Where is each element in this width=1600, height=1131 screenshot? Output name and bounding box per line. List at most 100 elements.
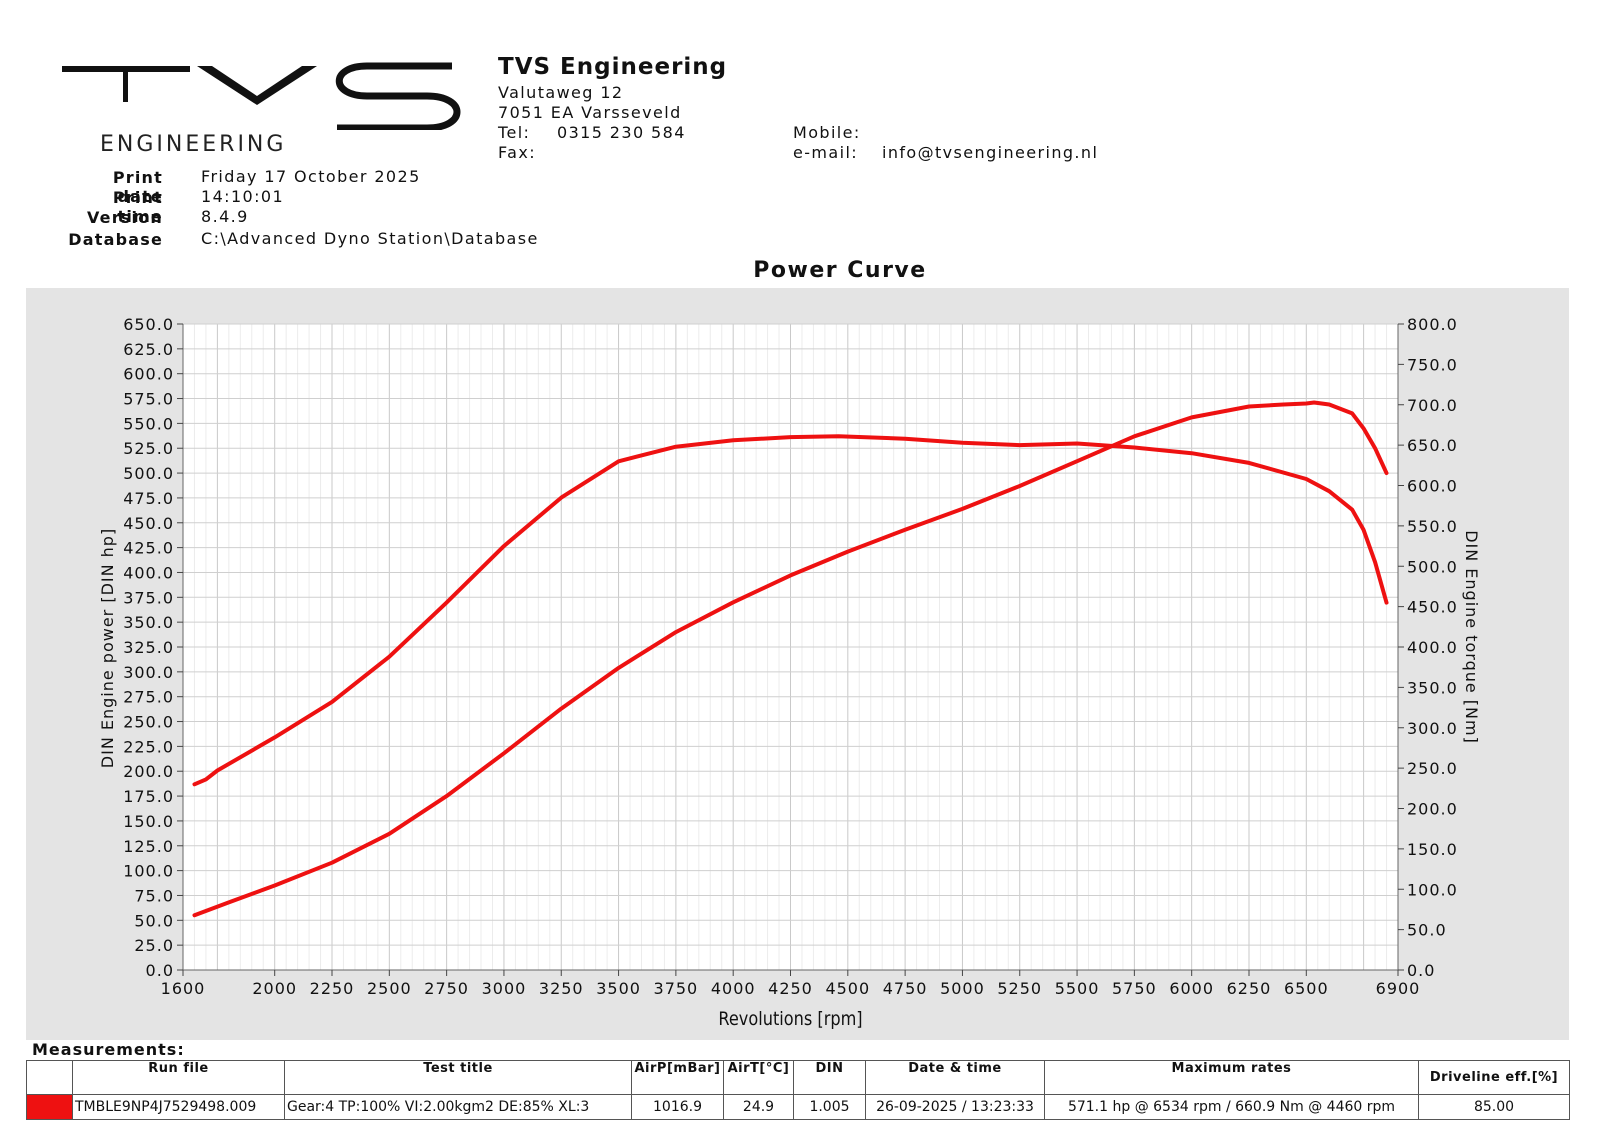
- y-tick-label: 175.0: [123, 787, 174, 806]
- table-row[interactable]: TMBLE9NP4J7529498.009 Gear:4 TP:100% VI:…: [26, 1094, 1570, 1120]
- airt-cell: 24.9: [723, 1094, 794, 1120]
- email-label: e-mail:: [793, 143, 859, 162]
- driveline-eff-cell: 85.00: [1418, 1094, 1570, 1120]
- col-test-title: Test title: [284, 1060, 632, 1095]
- col-date-time: Date & time: [865, 1060, 1045, 1095]
- x-tick-label: 6000: [1169, 979, 1214, 998]
- x-tick-label: 6250: [1227, 979, 1272, 998]
- y2-tick-label: 750.0: [1407, 355, 1458, 374]
- y-tick-label: 325.0: [123, 638, 174, 657]
- email-value[interactable]: info@tvsengineering.nl: [882, 143, 1099, 162]
- test-title-cell: Gear:4 TP:100% VI:2.00kgm2 DE:85% XL:3: [284, 1094, 632, 1120]
- y-tick-label: 575.0: [123, 390, 174, 409]
- col-airp: AirP[mBar]: [631, 1060, 724, 1095]
- version-value: 8.4.9: [201, 207, 249, 226]
- y-tick-label: 100.0: [123, 862, 174, 881]
- x-tick-label: 3250: [539, 979, 584, 998]
- y-tick-label: 125.0: [123, 837, 174, 856]
- y2-tick-label: 450.0: [1407, 598, 1458, 617]
- power-curve: [192, 400, 1389, 918]
- x-tick-label: 5000: [940, 979, 985, 998]
- y-tick-label: 525.0: [123, 439, 174, 458]
- din-cell: 1.005: [793, 1094, 866, 1120]
- max-rates-cell: 571.1 hp @ 6534 rpm / 660.9 Nm @ 4460 rp…: [1044, 1094, 1419, 1120]
- run-file-cell: TMBLE9NP4J7529498.009: [72, 1094, 285, 1120]
- y-tick-label: 600.0: [123, 365, 174, 384]
- print-date-value: Friday 17 October 2025: [201, 167, 421, 186]
- y-tick-label: 250.0: [123, 713, 174, 732]
- logo-subtitle: ENGINEERING: [100, 132, 287, 157]
- y-tick-label: 650.0: [123, 315, 174, 334]
- measurements-table: Run file Test title AirP[mBar] AirT[°C] …: [26, 1060, 1570, 1120]
- tel-label: Tel:: [498, 123, 531, 142]
- x-tick-label: 2000: [252, 979, 297, 998]
- y-tick-label: 450.0: [123, 514, 174, 533]
- col-max-rates: Maximum rates: [1044, 1060, 1419, 1095]
- x-tick-label: 3750: [654, 979, 699, 998]
- x-tick-label: 6500: [1284, 979, 1329, 998]
- version-label: Version: [86, 208, 163, 227]
- y-tick-label: 350.0: [123, 613, 174, 632]
- y2-tick-label: 550.0: [1407, 517, 1458, 536]
- y2-tick-label: 250.0: [1407, 759, 1458, 778]
- y2-tick-label: 150.0: [1407, 840, 1458, 859]
- tel-value: 0315 230 584: [557, 123, 686, 142]
- print-date-label: Print date: [112, 168, 163, 206]
- x-tick-label: 6900: [1376, 979, 1421, 998]
- y2-tick-label: 350.0: [1407, 678, 1458, 697]
- y-tick-label: 425.0: [123, 539, 174, 558]
- company-city: 7051 EA Varsseveld: [498, 103, 682, 122]
- y2-tick-label: 0.0: [1407, 961, 1435, 980]
- x-tick-label: 3500: [596, 979, 641, 998]
- y2-tick-label: 650.0: [1407, 436, 1458, 455]
- company-street: Valutaweg 12: [498, 83, 624, 102]
- fax-label: Fax:: [498, 143, 536, 162]
- airp-cell: 1016.9: [631, 1094, 724, 1120]
- x-tick-label: 2750: [424, 979, 469, 998]
- col-driveline-eff: Driveline eff.[%]: [1418, 1060, 1570, 1095]
- y-tick-label: 475.0: [123, 489, 174, 508]
- y2-tick-label: 200.0: [1407, 800, 1458, 819]
- x-tick-label: 1600: [161, 979, 206, 998]
- y-tick-label: 225.0: [123, 737, 174, 756]
- x-tick-label: 3000: [482, 979, 527, 998]
- x-tick-label: 5500: [1055, 979, 1100, 998]
- print-time-value: 14:10:01: [201, 187, 285, 206]
- y-axis-label: DIN Engine power [DIN hp]: [98, 528, 117, 768]
- y-tick-label: 150.0: [123, 812, 174, 831]
- company-name: TVS Engineering: [498, 54, 728, 80]
- y-tick-label: 625.0: [123, 340, 174, 359]
- torque-curve: [192, 434, 1389, 787]
- x-axis-label: Revolutions [rpm]: [718, 1009, 862, 1031]
- x-tick-label: 4250: [768, 979, 813, 998]
- col-din: DIN: [793, 1060, 866, 1095]
- y2-tick-label: 500.0: [1407, 557, 1458, 576]
- y2-tick-label: 800.0: [1407, 315, 1458, 334]
- database-label: Database: [68, 230, 163, 249]
- y-tick-label: 375.0: [123, 588, 174, 607]
- y2-tick-label: 300.0: [1407, 719, 1458, 738]
- y2-tick-label: 700.0: [1407, 396, 1458, 415]
- x-tick-label: 2500: [367, 979, 412, 998]
- col-color: [26, 1060, 73, 1095]
- y-tick-label: 400.0: [123, 563, 174, 582]
- y-tick-label: 300.0: [123, 663, 174, 682]
- y-tick-label: 200.0: [123, 762, 174, 781]
- x-tick-label: 4750: [883, 979, 928, 998]
- y2-tick-label: 50.0: [1407, 921, 1447, 940]
- mobile-label: Mobile:: [793, 123, 861, 142]
- x-tick-label: 4500: [825, 979, 870, 998]
- x-tick-label: 2250: [310, 979, 355, 998]
- y-tick-label: 0.0: [146, 961, 174, 980]
- run-color-swatch: [26, 1094, 73, 1120]
- col-run-file: Run file: [72, 1060, 285, 1095]
- database-value: C:\Advanced Dyno Station\Database: [201, 229, 539, 248]
- print-time-label: Print time: [112, 188, 163, 226]
- date-time-cell: 26-09-2025 / 13:23:33: [865, 1094, 1045, 1120]
- y-tick-label: 275.0: [123, 688, 174, 707]
- y2-tick-label: 100.0: [1407, 880, 1458, 899]
- measurements-header-row: Run file Test title AirP[mBar] AirT[°C] …: [26, 1060, 1570, 1095]
- company-logo: [62, 62, 461, 130]
- y-tick-label: 500.0: [123, 464, 174, 483]
